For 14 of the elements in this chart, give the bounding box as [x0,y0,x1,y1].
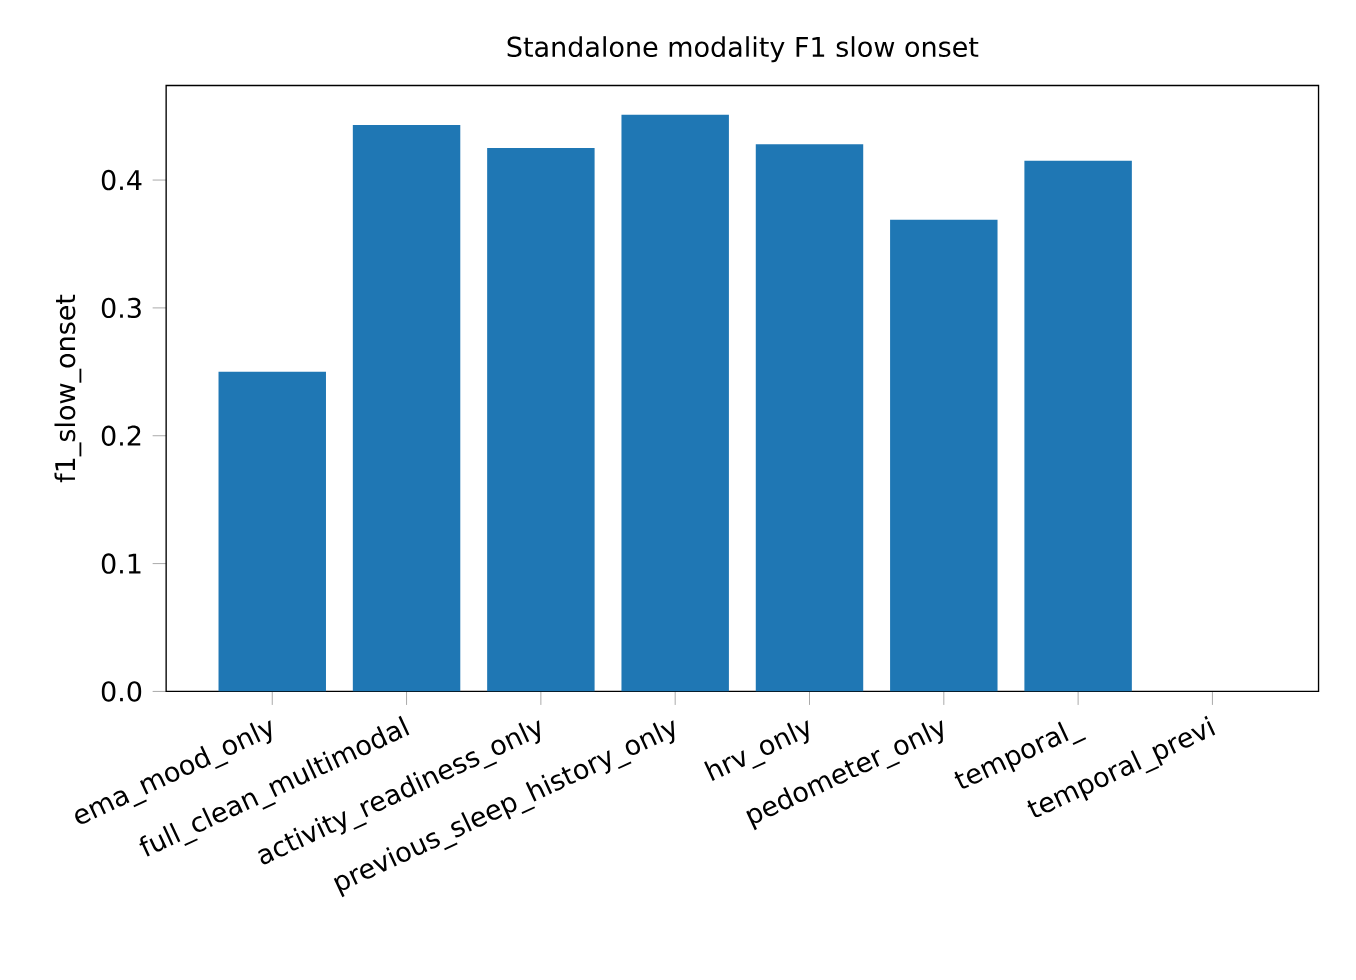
y-tick-label: 0.1 [101,553,141,575]
bar [218,372,326,692]
bar [352,125,461,692]
bar [1024,161,1132,692]
bar [621,115,729,692]
bar [487,148,595,692]
y-axis-title: f1_slow_onset [54,294,82,483]
y-tick-label: 0.4 [101,170,142,191]
chart-title: Standalone modality F1 slow onset [507,36,979,63]
y-tick-label: 0.0 [101,681,142,702]
bar [890,219,998,692]
bar [755,144,864,692]
y-tick-label: 0.2 [101,425,141,447]
y-tick-label: 0.3 [101,297,141,319]
